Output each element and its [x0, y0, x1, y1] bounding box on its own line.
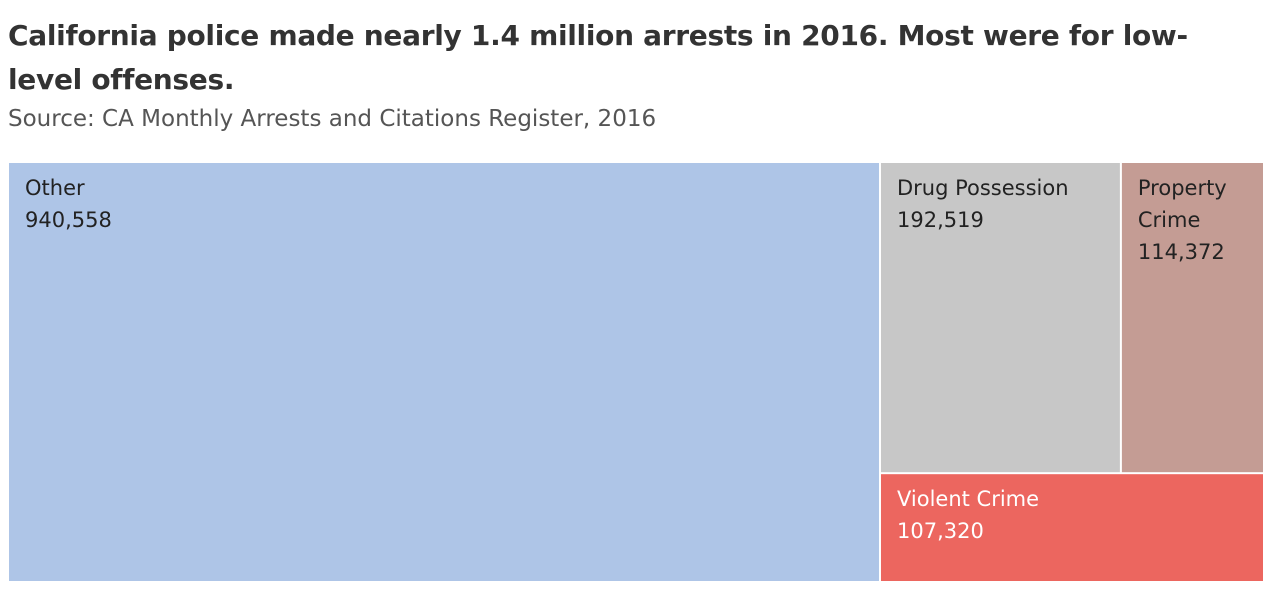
treemap-rect-other[interactable]	[9, 163, 879, 581]
treemap-label-violent: Violent Crime	[897, 487, 1039, 511]
treemap-tile-other[interactable]: Other 940,558	[9, 163, 879, 581]
treemap-label-other: Other	[25, 176, 85, 200]
treemap-value-drug: 192,519	[897, 208, 984, 232]
treemap-label-drug: Drug Possession	[897, 176, 1069, 200]
chart-subtitle: Source: CA Monthly Arrests and Citations…	[8, 106, 657, 132]
chart-title: California police made nearly 1.4 millio…	[8, 19, 1188, 96]
treemap-rect-drug[interactable]	[880, 163, 1120, 473]
treemap-value-property: 114,372	[1138, 240, 1225, 264]
treemap-tile-property[interactable]: Property Crime 114,372	[1121, 163, 1263, 473]
treemap-rect-violent[interactable]	[880, 474, 1263, 581]
treemap-rect-property[interactable]	[1121, 163, 1263, 473]
treemap-label-property-line-1: Crime	[1138, 208, 1201, 232]
treemap-value-other: 940,558	[25, 208, 112, 232]
treemap-label-property-line-0: Property	[1138, 176, 1227, 200]
treemap-tile-violent[interactable]: Violent Crime 107,320	[880, 474, 1263, 581]
treemap-value-violent: 107,320	[897, 519, 984, 543]
treemap-tile-drug[interactable]: Drug Possession 192,519	[880, 163, 1120, 473]
